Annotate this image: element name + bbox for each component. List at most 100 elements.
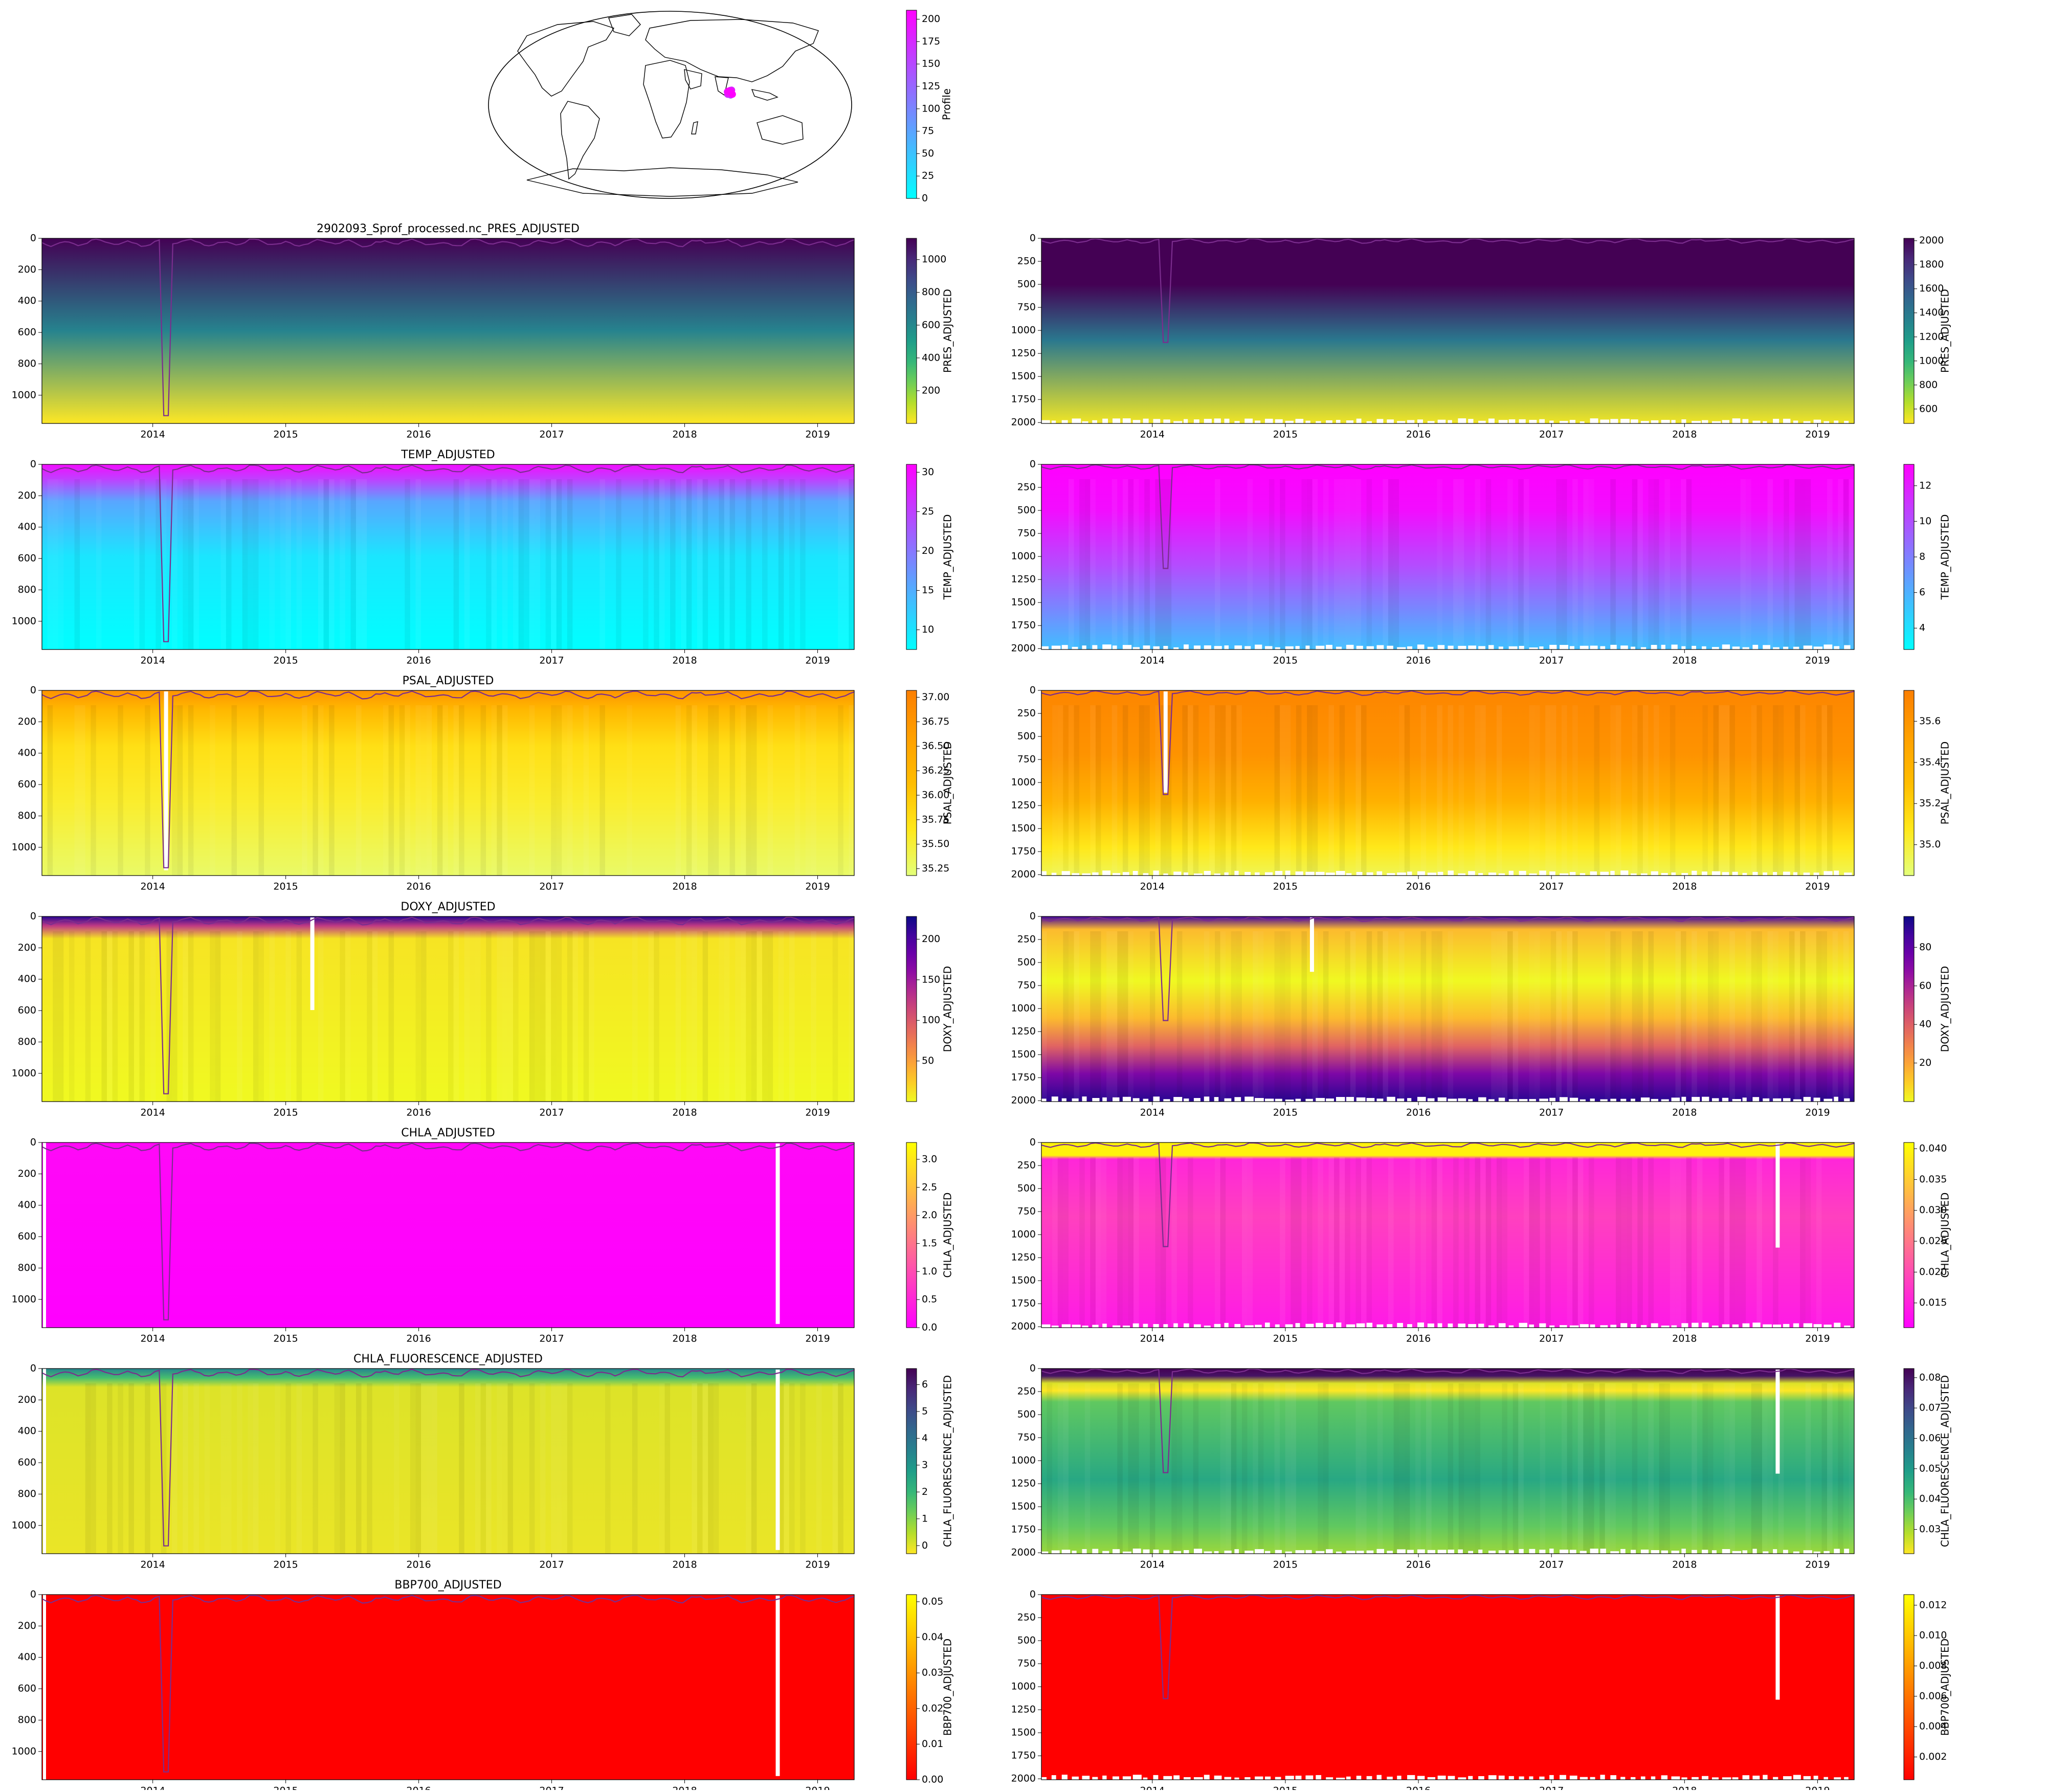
profile-stripe <box>1247 1157 1253 1328</box>
profile-bottom-edge <box>1061 420 1068 425</box>
profile-stripe <box>275 1383 280 1554</box>
profile-stripe <box>1849 1383 1854 1554</box>
y-tick-label: 750 <box>1017 980 1036 991</box>
profile-bottom-edge <box>1295 419 1304 424</box>
profile-bottom-edge <box>1193 1549 1203 1554</box>
profile-stripe <box>1843 931 1849 1102</box>
y-tick-label: 200 <box>18 1620 36 1631</box>
profile-bottom-edge <box>1326 1098 1334 1104</box>
profile-stripe <box>188 705 194 876</box>
profile-stripe <box>1171 1157 1177 1328</box>
profile-bottom-edge <box>1427 1098 1435 1104</box>
y-tick-label: 750 <box>1017 1432 1036 1443</box>
profile-bottom-edge <box>1508 419 1516 424</box>
profile-bottom-edge <box>1356 872 1363 878</box>
profile-stripe <box>361 479 367 649</box>
profile-stripe <box>843 479 849 649</box>
y-tick-label: 500 <box>1017 1409 1036 1420</box>
profile-stripe <box>475 1383 481 1554</box>
x-tick-label: 2015 <box>1273 1333 1298 1345</box>
profile-stripe <box>1090 1157 1096 1328</box>
profile-bottom-edge <box>1326 1549 1333 1555</box>
profile-bottom-edge <box>1275 419 1283 424</box>
colorbar-label: BBP700_ADJUSTED <box>1939 1639 1951 1736</box>
profile-stripe <box>1470 1383 1475 1554</box>
map-panel: 0 25 50 75 100 125 150 175 200 Profile <box>488 10 953 204</box>
x-tick-label: 2017 <box>539 881 564 892</box>
profile-stripe <box>421 705 427 876</box>
profile-stripe <box>1740 479 1746 649</box>
panel-title: CHLA_FLUORESCENCE_ADJUSTED <box>353 1353 543 1365</box>
profile-bottom-edge <box>1539 1776 1545 1782</box>
profile-stripe <box>1074 931 1080 1102</box>
profile-bottom-edge <box>1651 644 1657 650</box>
y-tick-label: 250 <box>1017 482 1036 493</box>
x-tick-label: 2016 <box>406 429 431 440</box>
profile-bottom-edge <box>1051 420 1056 426</box>
profile-stripe <box>1431 1157 1437 1328</box>
profile-stripe <box>1567 931 1573 1102</box>
x-tick-label: 2018 <box>672 1333 697 1345</box>
profile-bottom-edge <box>1661 420 1670 425</box>
profile-stripe <box>1393 1383 1399 1554</box>
profile-stripe <box>1632 479 1638 649</box>
profile-stripe <box>740 931 746 1102</box>
profile-stripe <box>258 705 264 876</box>
y-tick-label: 0 <box>30 1137 36 1148</box>
profile-stripe <box>1794 931 1800 1102</box>
profile-stripe <box>1253 1383 1258 1554</box>
profile-stripe <box>1420 1157 1427 1328</box>
y-tick-label: 400 <box>18 521 36 532</box>
profile-stripe <box>794 705 800 876</box>
profile-stripe <box>648 931 654 1102</box>
colorbar <box>1903 1594 1915 1780</box>
section-panel-right-doxy_adjusted: 0 250 500 750 1000 1250 1500 1750 2000 2014 2015 20… <box>1011 911 1951 1118</box>
profile-bottom-edge <box>1184 644 1189 650</box>
section-field <box>1041 916 1854 1102</box>
profile-bottom-edge <box>1702 1096 1709 1102</box>
profile-stripe <box>529 931 535 1102</box>
colorbar-tick-label: 50 <box>922 1055 934 1066</box>
profile-stripe <box>470 931 475 1102</box>
profile-bottom-edge <box>1132 1098 1140 1104</box>
profile-bottom-edge <box>1356 1551 1364 1556</box>
profile-bottom-edge <box>1255 872 1260 878</box>
x-tick-label: 2019 <box>805 1333 830 1345</box>
profile-bottom-edge <box>1803 1323 1813 1329</box>
x-tick-label: 2014 <box>140 1785 165 1790</box>
profile-stripe <box>1339 705 1345 876</box>
profile-bottom-edge <box>1742 1097 1747 1103</box>
profile-bottom-edge <box>1336 871 1345 877</box>
map-coastline <box>691 121 698 135</box>
profile-stripe <box>751 705 757 876</box>
profile-stripe <box>1507 931 1513 1102</box>
y-tick-label: 2000 <box>1011 417 1036 428</box>
profile-stripe <box>1713 705 1719 876</box>
y-tick-label: 0 <box>1030 685 1036 696</box>
profile-bottom-edge <box>1448 1323 1453 1329</box>
profile-stripe <box>356 705 362 876</box>
profile-stripe <box>1496 705 1502 876</box>
colorbar-tick-label: 35.0 <box>1919 839 1941 850</box>
y-tick-label: 800 <box>18 584 36 595</box>
profile-stripe <box>1426 1383 1432 1554</box>
profile-stripe <box>1692 1383 1697 1554</box>
x-tick-label: 2014 <box>1140 429 1165 440</box>
profile-stripe <box>1805 1383 1811 1554</box>
x-tick-label: 2016 <box>1406 1559 1431 1571</box>
profile-stripe <box>193 1383 199 1554</box>
y-tick-label: 1500 <box>1011 597 1036 608</box>
profile-bottom-edge <box>1681 1549 1686 1554</box>
profile-stripe <box>1404 705 1410 876</box>
x-tick-label: 2019 <box>805 1785 830 1790</box>
axes-frame <box>41 1142 855 1328</box>
profile-stripe <box>1794 479 1800 649</box>
y-tick-label: 0 <box>1030 911 1036 922</box>
profile-stripe <box>453 479 459 649</box>
profile-stripe <box>486 1383 492 1554</box>
x-tick-label: 2019 <box>1805 1107 1830 1118</box>
profile-stripe <box>686 479 692 649</box>
x-tick-label: 2016 <box>1406 1785 1431 1790</box>
profile-stripe <box>1258 1383 1264 1554</box>
profile-stripe <box>1328 705 1335 876</box>
